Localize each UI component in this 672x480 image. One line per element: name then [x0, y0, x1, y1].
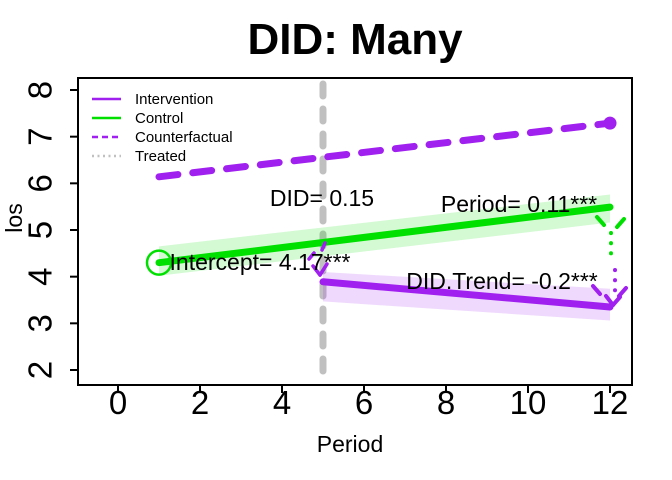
x-tick-label: 12 — [592, 384, 629, 421]
control-line — [155, 203, 614, 267]
chart-render-layer — [70, 77, 633, 393]
x-tick-label: 10 — [510, 384, 547, 421]
control-start-marker — [145, 249, 173, 276]
did-gap-arrow-purple — [617, 286, 628, 298]
legend-label-treated: Treated — [135, 148, 186, 165]
x-tick-label: 6 — [355, 384, 373, 421]
x-tick-label: 4 — [273, 384, 291, 421]
chart-title: DID: Many — [247, 15, 463, 64]
did-drop-arrow — [307, 251, 316, 261]
y-axis-title: los — [1, 203, 27, 232]
did-drop-arrow — [311, 264, 322, 277]
x-tick-label: 0 — [109, 384, 127, 421]
did-gap-arrow-green — [615, 217, 626, 229]
y-tick-label: 4 — [22, 268, 59, 286]
x-tick-label: 2 — [191, 384, 209, 421]
counterfactual-line — [155, 119, 614, 181]
y-tick-label: 7 — [22, 128, 59, 146]
y-tick-label: 8 — [22, 81, 59, 99]
annotation-did: DID= 0.15 — [270, 185, 374, 211]
legend: Intervention Control Counterfactual Trea… — [92, 91, 233, 165]
did-drop-arrow — [320, 241, 327, 252]
did-gap-arrow-purple — [611, 295, 622, 307]
legend-label-counterfactual: Counterfactual — [135, 129, 233, 146]
annotation-intercept: Intercept= 4.17*** — [170, 249, 351, 275]
y-tick-label: 2 — [22, 361, 59, 379]
x-tick-label: 8 — [437, 384, 455, 421]
y-tick-label: 3 — [22, 314, 59, 332]
counterfactual-end-marker — [603, 116, 617, 130]
y-tick-label: 5 — [22, 221, 59, 239]
did-gap-arrow-green — [595, 215, 606, 227]
did-gap-arrow-purple — [591, 284, 602, 296]
annotation-did-trend: DID.Trend= -0.2*** — [406, 268, 598, 294]
x-axis-title: Period — [317, 431, 383, 457]
legend-label-control: Control — [135, 110, 183, 127]
intervention-line — [319, 278, 614, 311]
y-tick-label: 6 — [22, 174, 59, 192]
did-drop-arrow — [318, 262, 329, 277]
legend-label-intervention: Intervention — [135, 91, 213, 108]
annotation-period: Period= 0.11*** — [441, 191, 597, 217]
